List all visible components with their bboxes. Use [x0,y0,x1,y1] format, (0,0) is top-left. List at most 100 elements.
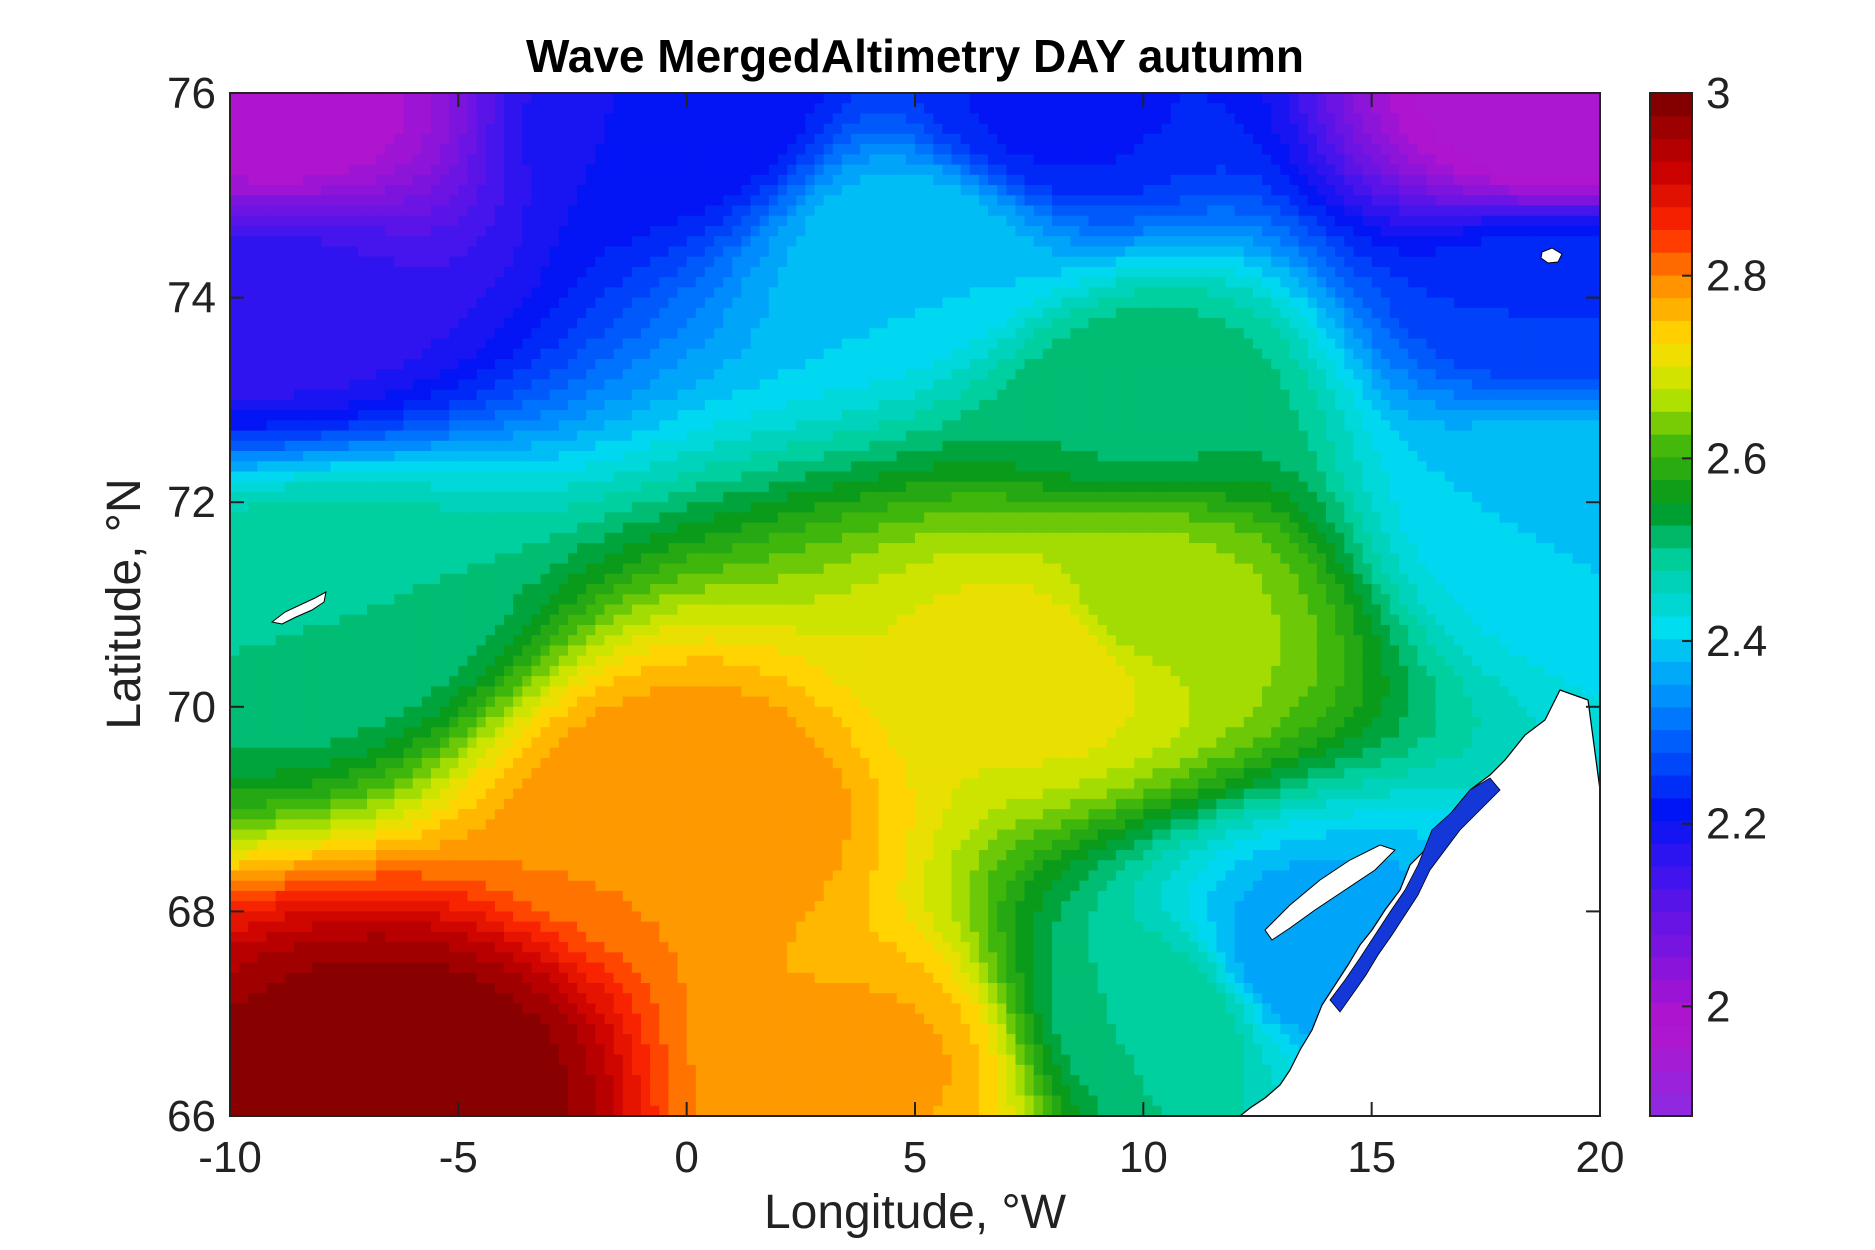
contour-cell [641,297,651,309]
contour-cell [1015,205,1026,217]
contour-cell [467,358,478,370]
contour-cell [677,379,688,391]
contour-cell [421,266,432,278]
contour-cell [604,307,615,319]
contour-cell [275,164,286,176]
contour-cell [1106,236,1117,248]
contour-cell [430,174,441,186]
contour-cell [869,103,880,115]
contour-cell [303,266,313,278]
contour-cell [504,154,514,166]
contour-cell [896,246,907,258]
contour-cell [1481,287,1491,299]
contour-cell [1490,277,1501,288]
contour-cell [567,389,578,401]
contour-cell [476,236,487,248]
contour-cell [485,144,496,155]
contour-cell [1152,133,1163,145]
contour-cell [1271,389,1281,401]
contour-cell [622,266,633,278]
contour-cell [1545,93,1555,104]
contour-cell [951,277,962,288]
contour-cell [942,410,953,421]
contour-cell [1298,410,1309,421]
contour-cell [978,348,989,360]
contour-cell [1581,338,1592,350]
contour-cell [969,154,980,166]
contour-cell [1499,338,1510,350]
contour-cell [641,266,651,278]
contour-cell [339,389,350,401]
contour-cell [668,389,679,401]
contour-cell [293,256,304,268]
contour-cell [768,205,779,217]
contour-cell [714,266,724,278]
contour-cell [631,287,642,299]
contour-cell [641,174,651,186]
contour-cell [759,277,770,288]
contour-cell [659,430,669,442]
contour-cell [1380,420,1391,432]
contour-cell [458,389,469,401]
contour-cell [805,277,816,288]
contour-cell [494,277,505,288]
contour-cell [1581,369,1592,381]
contour-cell [330,185,341,196]
contour-cell [1563,225,1574,237]
contour-cell [805,410,816,421]
contour-cell [1335,297,1345,309]
contour-cell [303,379,313,391]
contour-cell [367,379,377,391]
contour-cell [449,123,459,135]
contour-cell [768,144,779,155]
contour-cell [1463,369,1473,381]
contour-cell [1070,369,1080,381]
contour-cell [978,379,989,391]
contour-cell [1517,123,1528,135]
contour-cell [266,195,277,207]
contour-cell [778,348,788,360]
contour-cell [266,103,277,115]
contour-cell [385,266,395,278]
contour-cell [1563,318,1574,329]
contour-cell [1353,307,1364,319]
contour-cell [668,266,679,278]
contour-cell [1207,225,1217,237]
contour-cell [303,154,313,166]
contour-cell [878,338,889,350]
contour-cell [403,328,414,340]
contour-cell [1508,277,1519,288]
contour-cell [924,236,934,248]
contour-cell [668,297,679,309]
contour-cell [513,297,523,309]
contour-cell [1298,113,1309,125]
contour-cell [759,379,770,391]
contour-cell [522,277,532,288]
contour-cell [1444,348,1455,360]
contour-cell [1563,338,1574,350]
contour-cell [485,297,496,309]
contour-cell [430,164,441,176]
contour-cell [1125,164,1135,176]
contour-cell [385,358,395,370]
contour-cell [1243,358,1254,370]
contour-cell [1234,358,1245,370]
contour-cell [430,225,441,237]
contour-cell [805,236,816,248]
contour-cell [458,410,469,421]
contour-cell [476,113,487,125]
contour-cell [1316,174,1327,186]
contour-cell [1536,277,1546,288]
contour-cell [613,123,624,135]
contour-cell [412,195,423,207]
contour-cell [385,277,395,288]
contour-cell [951,410,962,421]
contour-cell [1399,307,1409,319]
contour-cell [367,277,377,288]
contour-cell [1070,389,1080,401]
contour-cell [1417,225,1428,237]
contour-cell [1161,379,1172,391]
contour-cell [832,420,843,432]
contour-cell [1472,420,1482,432]
contour-cell [997,277,1007,288]
